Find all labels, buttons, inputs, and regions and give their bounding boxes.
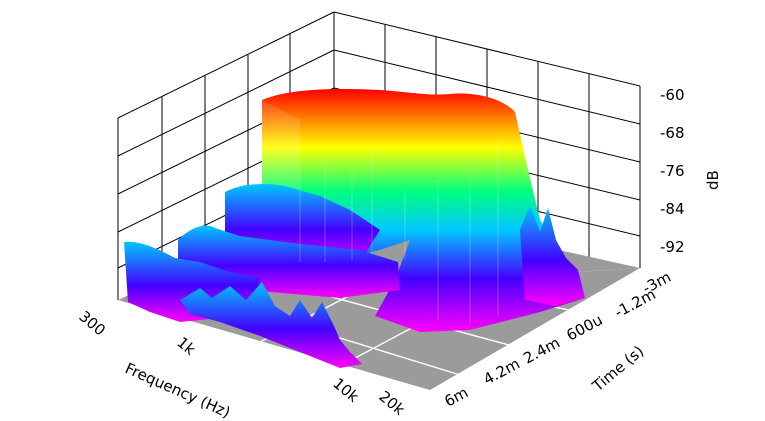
spectral-surface <box>124 89 585 368</box>
x-tick-3: 20k <box>375 387 408 419</box>
y-tick-1: -1.2m <box>611 285 658 321</box>
x-tick-1: 1k <box>173 333 199 359</box>
y-tick-2: 600u <box>563 311 605 345</box>
x-tick-2: 10k <box>329 374 362 406</box>
z-tick-3: -84 <box>660 200 685 218</box>
z-tick-4: -92 <box>660 238 685 256</box>
z-axis: -60 -68 -76 -84 -92 dB <box>660 86 722 256</box>
x-tick-0: 300 <box>75 307 109 339</box>
y-tick-3: 2.4m <box>520 334 562 368</box>
surface-right-spikes <box>520 205 585 306</box>
y-tick-5: 6m <box>441 383 471 410</box>
z-tick-0: -60 <box>660 86 685 104</box>
z-axis-title: dB <box>704 170 722 190</box>
x-axis-title: Frequency (Hz) <box>122 359 233 421</box>
z-tick-2: -76 <box>660 162 685 180</box>
y-axis-title: Time (s) <box>588 342 647 396</box>
surface-front-ridge <box>180 282 362 368</box>
surface-plateau <box>262 89 585 333</box>
z-tick-1: -68 <box>660 124 685 142</box>
y-tick-4: 4.2m <box>480 355 522 389</box>
